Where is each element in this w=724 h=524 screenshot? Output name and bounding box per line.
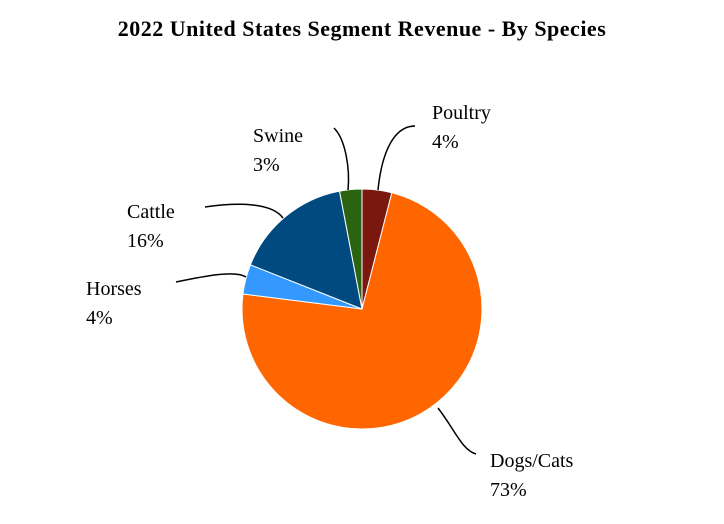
label-cattle-name: Cattle [127, 201, 175, 223]
label-dogs-cats-name: Dogs/Cats [490, 450, 574, 472]
pie-slice-cattle [249, 190, 363, 310]
leader-line-dogs-cats [437, 407, 477, 455]
label-horses-name: Horses [86, 278, 142, 300]
leader-line-horses [175, 273, 247, 283]
label-horses-pct: 4% [86, 307, 113, 329]
pie-slice-swine [338, 188, 363, 310]
leader-line-swine [333, 127, 350, 191]
label-cattle-pct: 16% [127, 230, 164, 252]
pie-slice-dogs-cats [241, 192, 483, 430]
leader-line-poultry [377, 125, 416, 191]
label-poultry-pct: 4% [432, 131, 459, 153]
label-swine-pct: 3% [253, 154, 280, 176]
chart-title: 2022 United States Segment Revenue - By … [117, 16, 607, 41]
label-poultry-name: Poultry [432, 102, 491, 124]
leader-line-cattle [204, 203, 284, 219]
label-swine-name: Swine [253, 125, 303, 147]
label-dogs-cats-pct: 73% [490, 479, 527, 501]
